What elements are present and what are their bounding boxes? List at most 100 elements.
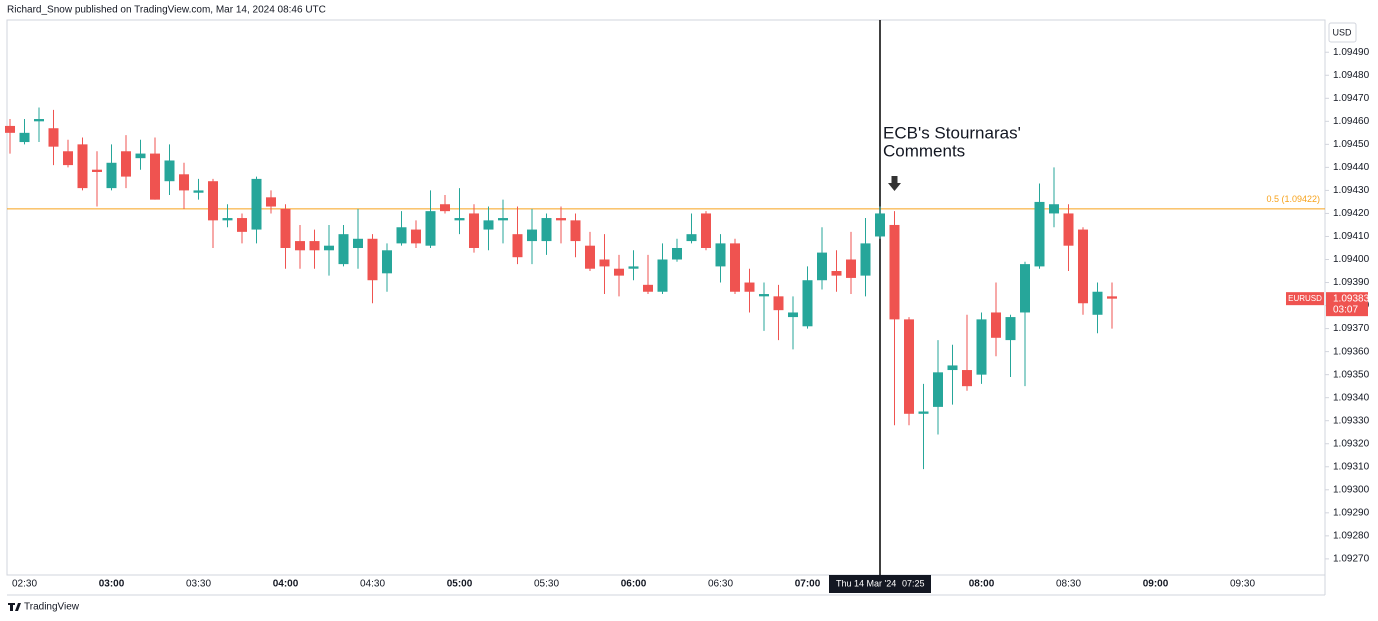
candle-body — [19, 132, 30, 143]
candle-body — [759, 294, 769, 297]
candle-body — [425, 211, 436, 246]
candle-body — [5, 125, 15, 133]
candle-body — [715, 243, 726, 267]
candle-body — [614, 268, 624, 276]
y-tick-label: 1.09320 — [1333, 438, 1370, 449]
crosshair-date: Thu 14 Mar '24 — [836, 578, 896, 588]
candle-body — [237, 218, 247, 232]
candle-body — [773, 296, 784, 311]
candle-body — [643, 284, 653, 292]
y-tick-label: 1.09400 — [1333, 254, 1370, 265]
y-tick-label: 1.09420 — [1333, 208, 1370, 219]
last-price-box — [1326, 292, 1368, 317]
y-tick-label: 1.09430 — [1333, 185, 1370, 196]
candle-body — [222, 218, 233, 221]
candle-body — [77, 144, 88, 189]
currency-label: USD — [1332, 27, 1352, 37]
y-tick-label: 1.09450 — [1333, 139, 1370, 150]
candle-body — [1107, 296, 1117, 299]
candle-body — [527, 229, 537, 242]
y-tick-label: 1.09330 — [1333, 415, 1370, 426]
x-tick-label: 06:30 — [708, 579, 733, 590]
candle-body — [469, 213, 479, 248]
candle-body — [1063, 213, 1074, 246]
candle-body — [498, 218, 508, 221]
candle-body — [150, 153, 160, 200]
x-tick-label: 04:30 — [360, 579, 385, 590]
candle-body — [686, 234, 697, 242]
candle-body — [382, 250, 392, 274]
countdown-label: 03:07 — [1333, 304, 1358, 315]
candle-body — [251, 178, 262, 230]
candle-body — [106, 162, 117, 189]
candle-body — [875, 213, 885, 237]
candle-body — [947, 365, 958, 371]
candle-body — [556, 218, 566, 221]
candle-body — [701, 213, 711, 248]
candle-body — [918, 411, 929, 414]
y-tick-label: 1.09460 — [1333, 116, 1370, 127]
candle-body — [570, 220, 581, 242]
candle-body — [962, 370, 972, 387]
candle-body — [933, 372, 943, 407]
candle-body — [295, 241, 305, 251]
crosshair-time: 07:25 — [902, 578, 925, 588]
y-tick-label: 1.09290 — [1333, 507, 1370, 518]
candle-body — [541, 218, 552, 242]
candle-body — [672, 247, 682, 260]
candle-body — [730, 243, 740, 292]
y-tick-label: 1.09280 — [1333, 530, 1370, 541]
candle-body — [889, 224, 900, 320]
candle-body — [367, 238, 378, 281]
y-tick-label: 1.09370 — [1333, 323, 1370, 334]
candle-body — [309, 241, 320, 251]
candle-body — [121, 151, 131, 177]
candle-body — [396, 227, 407, 244]
x-tick-label: 08:00 — [969, 579, 995, 590]
y-tick-label: 1.09490 — [1333, 47, 1370, 58]
candle-body — [63, 151, 73, 166]
candle-body — [92, 169, 102, 172]
y-tick-label: 1.09410 — [1333, 231, 1370, 242]
x-tick-label: 04:00 — [273, 579, 299, 590]
candle-body — [353, 238, 363, 248]
publisher-header: Richard_Snow published on TradingView.co… — [7, 5, 326, 16]
y-tick-label: 1.09390 — [1333, 277, 1370, 288]
symbol-box — [1286, 292, 1324, 306]
candle-body — [454, 218, 465, 221]
x-tick-label: 02:30 — [12, 579, 37, 590]
annotation-text: Comments — [883, 141, 965, 160]
y-tick-label: 1.09350 — [1333, 369, 1370, 380]
candle-body — [324, 245, 334, 251]
annotation-text: ECB's Stournaras' — [883, 123, 1021, 142]
candle-body — [1092, 291, 1103, 315]
y-tick-label: 1.09360 — [1333, 346, 1370, 357]
currency-box[interactable] — [1328, 22, 1357, 43]
tradingview-logo — [8, 603, 21, 611]
candle-body — [512, 234, 523, 258]
x-tick-label: 03:30 — [186, 579, 211, 590]
candle-body — [208, 181, 218, 221]
fib-level-label: 0.5 (1.09422) — [1266, 194, 1320, 204]
x-tick-label: 03:00 — [99, 579, 125, 590]
x-tick-label: 06:00 — [621, 579, 647, 590]
candle-body — [483, 220, 494, 230]
candle-body — [788, 312, 798, 318]
candle-body — [817, 252, 827, 281]
candle-body — [585, 245, 595, 269]
footer-brand: TradingView — [24, 602, 80, 613]
candle-body — [280, 208, 291, 248]
candle-body — [338, 234, 349, 265]
y-tick-label: 1.09310 — [1333, 461, 1370, 472]
candle-body — [1078, 229, 1088, 304]
candle-body — [976, 319, 987, 375]
y-tick-label: 1.09300 — [1333, 484, 1370, 495]
x-tick-label: 08:30 — [1056, 579, 1081, 590]
candle-body — [48, 128, 59, 147]
y-tick-label: 1.09340 — [1333, 392, 1370, 403]
candle-body — [802, 280, 813, 327]
candle-body — [657, 259, 668, 292]
candle-body — [440, 204, 450, 212]
